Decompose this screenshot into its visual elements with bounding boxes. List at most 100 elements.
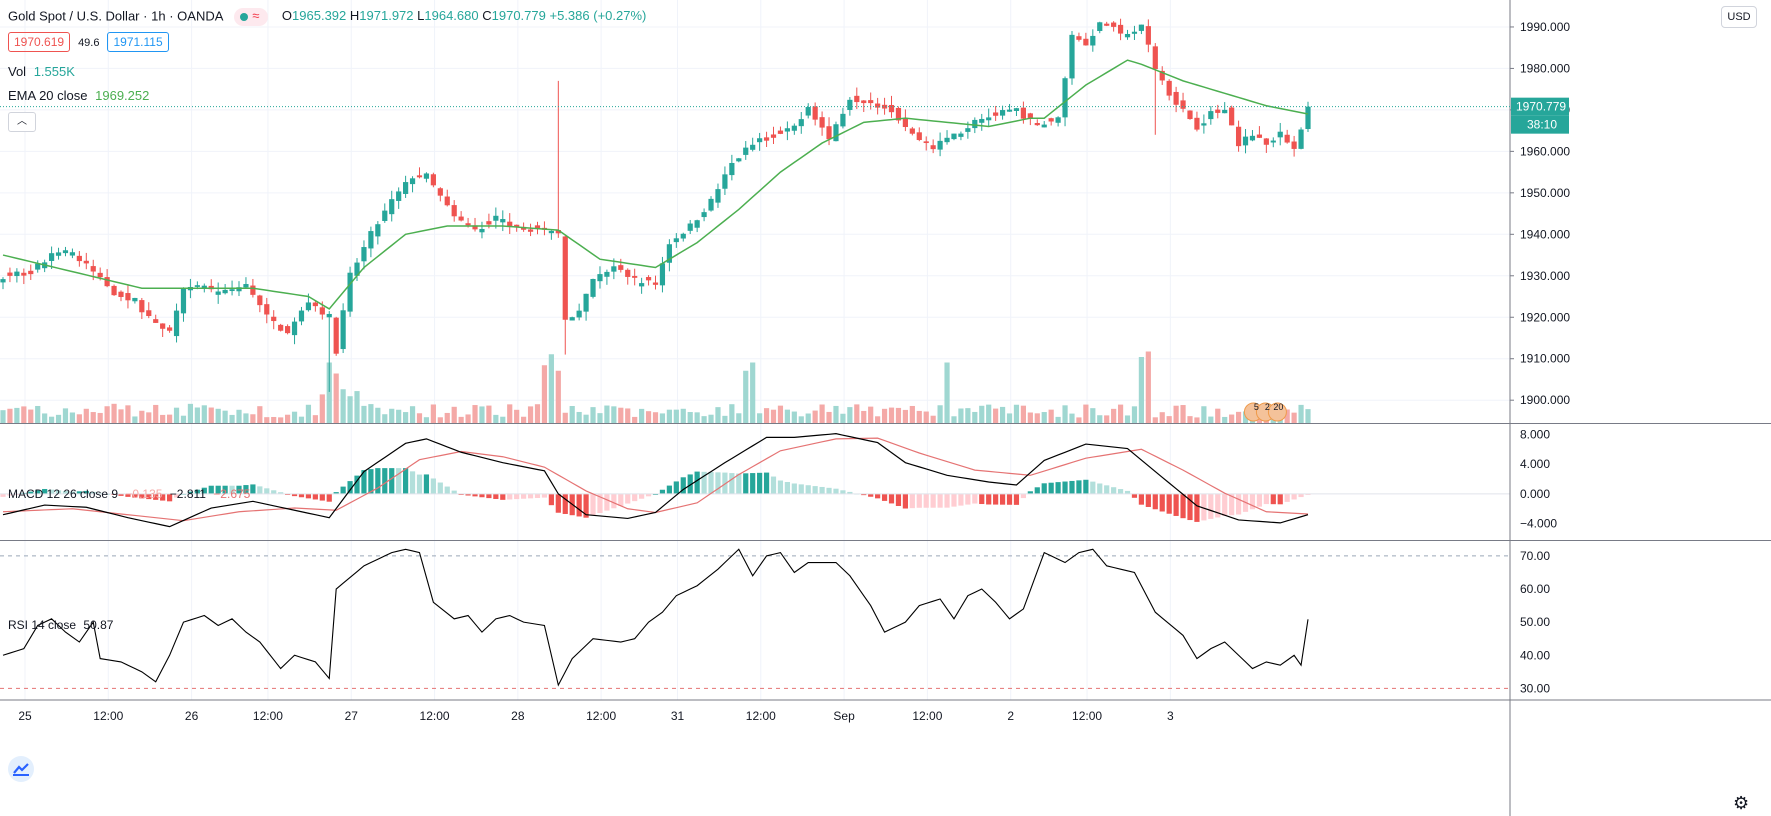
candle-body: [500, 219, 506, 223]
candle-body: [784, 128, 790, 132]
volume-bar: [458, 416, 464, 423]
candle-body: [819, 117, 825, 128]
macd-hist-bar: [83, 490, 89, 494]
macd-hist-bar: [951, 493, 957, 507]
macd-hist-bar: [833, 488, 839, 494]
volume-bar: [403, 412, 409, 423]
candle-body: [1145, 26, 1151, 45]
candle-body: [14, 271, 20, 277]
macd-hist-bar: [479, 493, 485, 498]
macd-hist-bar: [500, 493, 506, 500]
macd-hist-bar: [562, 493, 568, 514]
symbol-legend: Gold Spot / U.S. Dollar · 1h · OANDA ≈ O…: [8, 8, 646, 26]
volume-bar: [479, 406, 485, 423]
symbol-title[interactable]: Gold Spot / U.S. Dollar: [8, 8, 140, 24]
candle-body: [826, 126, 832, 140]
sell-price-button[interactable]: 1970.619: [8, 32, 71, 52]
macd-hist-bar: [715, 472, 721, 494]
volume-bar: [187, 403, 194, 423]
volume-bar: [1048, 409, 1054, 423]
macd-hist-bar: [361, 470, 367, 494]
candle-body: [472, 225, 478, 230]
candle-body: [146, 310, 152, 317]
volume-bar: [881, 408, 888, 423]
price-tick-label: 1990.000: [1520, 20, 1570, 34]
macd-hist-bar: [368, 469, 374, 494]
volume-value: 1.555K: [33, 64, 75, 79]
ema-legend[interactable]: EMA 20 close 1969.252: [8, 88, 149, 103]
macd-hist-bar: [354, 475, 360, 494]
buy-price-button[interactable]: 1971.115: [107, 32, 169, 52]
candle-body: [701, 212, 707, 218]
tradingview-logo-icon[interactable]: [8, 756, 34, 782]
candle-body: [902, 118, 908, 128]
collapse-legend-button[interactable]: ︿: [8, 112, 36, 132]
logo-mountain-icon: [13, 763, 29, 776]
macd-hist-bar: [187, 491, 194, 494]
candle-body: [750, 144, 756, 150]
candle-body: [180, 288, 187, 314]
rsi-layer: [2, 548, 1309, 687]
volume-bar: [1117, 404, 1124, 423]
candle-body: [389, 199, 395, 215]
candle-body: [375, 224, 381, 237]
macd-hist-bar: [1194, 493, 1200, 522]
macd-histogram: [0, 468, 1311, 522]
volume-bar: [701, 416, 707, 423]
macd-hist-bar: [271, 490, 277, 494]
volume-bar: [965, 408, 971, 423]
macd-hist-bar: [944, 493, 950, 508]
event-markers[interactable]: 5 2 20: [1243, 402, 1287, 422]
candle-body: [986, 117, 992, 121]
candle-body: [444, 196, 450, 206]
macd-hist-bar: [958, 493, 964, 506]
interval-label[interactable]: 1h: [151, 8, 166, 24]
candle-body: [160, 323, 166, 329]
macd-hist-bar: [1138, 493, 1145, 505]
candle-body: [937, 140, 943, 150]
macd-hist-bar: [757, 472, 763, 494]
volume-bar: [166, 414, 173, 423]
macd-label: MACD 12 26 close 9: [8, 487, 119, 501]
macd-tick-label: 8.000: [1520, 427, 1550, 441]
macd-hist-bar: [1180, 493, 1186, 519]
macd-hist-bar: [777, 480, 784, 494]
macd-hist-bar: [347, 481, 353, 494]
wave-icon: ≈: [252, 8, 260, 23]
macd-hist-bar: [7, 493, 13, 496]
macd-hist-bar: [382, 468, 388, 494]
macd-hist-bar: [840, 490, 846, 494]
volume-bar: [951, 416, 957, 423]
macd-hist-bar: [208, 485, 214, 494]
candle-body: [486, 221, 492, 225]
candlesticks[interactable]: [0, 18, 1311, 392]
candle-body: [618, 265, 624, 270]
volume-bar: [55, 414, 62, 423]
rsi-legend[interactable]: RSI 14 close 50.87: [8, 618, 113, 632]
volume-legend[interactable]: Vol 1.555K: [8, 64, 75, 79]
candle-body: [1013, 108, 1020, 111]
macd-hist-bar: [645, 493, 652, 497]
macd-legend[interactable]: MACD 12 26 close 9 −0.135 −2.811 −2.675: [8, 487, 250, 501]
macd-hist-bar: [673, 481, 679, 494]
candle-body: [1222, 109, 1228, 114]
volume-bar: [993, 408, 999, 423]
macd-hist-bar: [1256, 493, 1263, 507]
volume-bar: [180, 415, 187, 423]
macd-hist-bar: [819, 486, 825, 494]
currency-button[interactable]: USD: [1721, 6, 1757, 28]
volume-bar: [291, 411, 298, 423]
macd-hist-bar: [389, 468, 395, 494]
macd-hist-bar: [132, 493, 138, 498]
gear-icon[interactable]: ⚙: [1733, 793, 1750, 813]
volume-bar: [285, 414, 291, 423]
volume-bar: [139, 410, 145, 423]
volume-bar: [347, 396, 353, 423]
volume-bar: [868, 406, 874, 423]
market-status-pill[interactable]: ≈: [234, 8, 269, 26]
macd-hist-bar: [1048, 482, 1054, 494]
macd-hist-bar: [597, 493, 603, 513]
candle-body: [333, 317, 339, 354]
macd-hist-bar: [514, 493, 520, 500]
